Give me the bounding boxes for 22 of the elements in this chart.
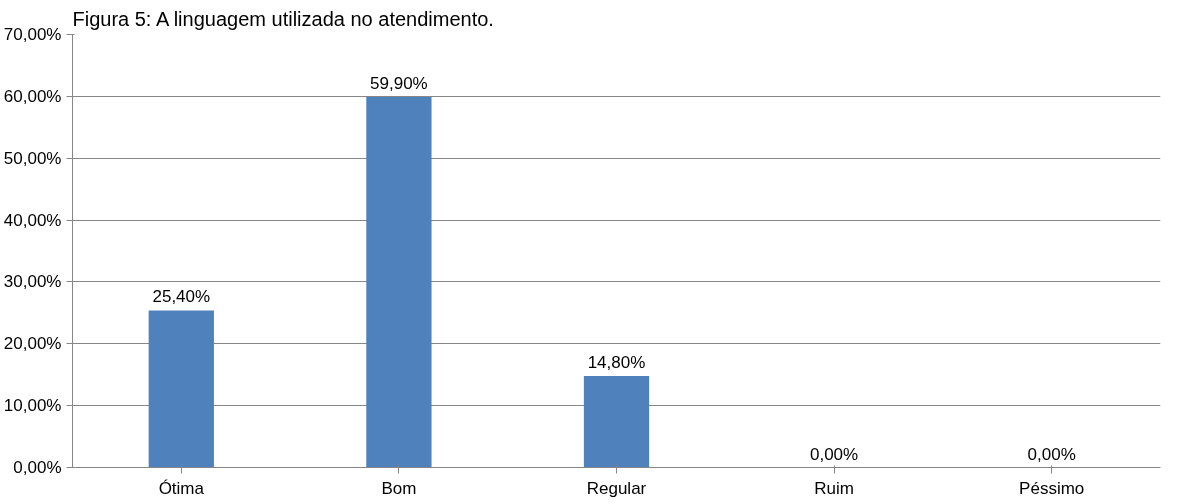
- y-tick-label: 50,00%: [3, 148, 62, 168]
- data-label: 25,40%: [152, 287, 211, 307]
- data-label: 59,90%: [370, 73, 428, 93]
- y-tick-label: 70,00%: [3, 25, 62, 44]
- data-label: 0,00%: [810, 444, 859, 464]
- chart-title: Figura 5: A linguagem utilizada no atendimento.: [72, 7, 494, 30]
- bar: [148, 310, 214, 468]
- x-tick-label: Regular: [586, 478, 647, 498]
- y-tick-label: 30,00%: [3, 272, 62, 292]
- y-tick-label: 0,00%: [13, 458, 62, 477]
- y-tick-label: 10,00%: [3, 396, 62, 416]
- x-tick-label: Ótima: [158, 478, 205, 498]
- bar: [366, 96, 432, 468]
- data-label: 14,80%: [587, 352, 646, 372]
- y-tick-label: 20,00%: [3, 334, 62, 354]
- x-tick-label: Bom: [381, 478, 417, 498]
- x-tick-label: Ruim: [814, 478, 854, 498]
- x-tick-label: Péssimo: [1019, 478, 1085, 498]
- bar: [583, 375, 650, 468]
- data-label: 0,00%: [1027, 444, 1076, 464]
- y-tick-label: 40,00%: [3, 210, 62, 230]
- y-tick-label: 60,00%: [3, 86, 62, 106]
